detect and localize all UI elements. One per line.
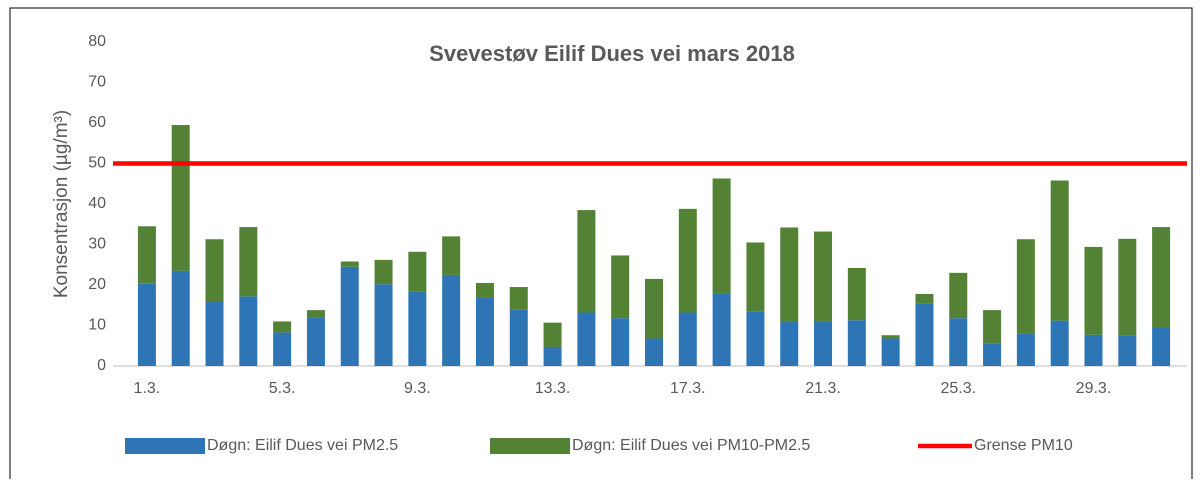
y-tick-label: 20 [88,276,106,293]
y-tick-label: 80 [88,33,106,50]
y-axis-label: Konsentrasjon (µg/m³) [51,110,72,298]
bar [1016,333,1035,366]
x-tick-label: 21.3. [805,380,841,397]
bar [408,251,427,292]
bar [611,318,630,366]
bar [1050,320,1069,366]
y-tick-label: 0 [97,357,106,374]
bar [712,293,731,366]
bar [915,293,934,304]
bar [746,311,765,366]
bar [273,332,292,366]
bar [780,227,799,322]
y-tick-label: 70 [88,74,106,91]
bar [915,303,934,366]
bar [442,236,461,275]
bar [340,266,359,366]
bar [1050,180,1069,321]
bar [1118,238,1137,336]
bar [205,302,224,366]
bar [1084,246,1103,335]
legend-swatch [125,438,205,454]
x-tick-label: 17.3. [670,380,706,397]
bar [814,321,833,366]
y-tick-label: 60 [88,114,106,131]
legend-swatch [490,438,570,454]
bar [543,322,562,347]
x-tick-label: 29.3. [1076,380,1112,397]
bar [239,227,258,297]
bar [678,208,697,313]
x-tick-label: 9.3. [404,380,431,397]
bar [273,321,292,333]
bar [949,318,968,366]
bar [678,312,697,366]
bar [780,321,799,366]
bar [543,346,562,366]
bar [171,125,190,271]
bar [137,226,156,284]
bar [239,296,258,366]
bar [814,231,833,322]
bar [475,282,494,298]
chart-title: Svevestøv Eilif Dues vei mars 2018 [429,41,795,66]
bar [712,178,731,294]
y-tick-label: 40 [88,195,106,212]
bar [983,343,1002,366]
bar [442,274,461,366]
bar [847,320,866,366]
bar [408,291,427,366]
bar [1152,227,1171,328]
bar [949,272,968,319]
x-tick-label: 1.3. [134,380,161,397]
bar [306,310,325,318]
legend-label: Døgn: Eilif Dues vei PM10-PM2.5 [572,437,810,454]
bar [1084,334,1103,366]
bar [1016,239,1035,334]
y-tick-label: 10 [88,317,106,334]
bar [881,338,900,366]
bar [137,283,156,366]
legend-label: Grense PM10 [974,437,1073,454]
bar [374,259,393,285]
bar [847,267,866,321]
bar [509,287,528,310]
bar [645,338,663,366]
bar [340,261,359,267]
bar [509,309,528,366]
bar [881,335,900,339]
legend-label: Døgn: Eilif Dues vei PM2.5 [207,437,398,454]
bar [306,317,325,366]
x-tick-label: 5.3. [269,380,296,397]
bar [577,210,596,313]
x-tick-label: 25.3. [940,380,976,397]
bar [1118,335,1137,366]
x-tick-label: 13.3. [535,380,571,397]
bar [983,310,1002,344]
bar [577,312,596,366]
bar [611,255,630,319]
y-tick-label: 50 [88,155,106,172]
bar [746,242,765,312]
bar [374,284,393,366]
bar [475,297,494,366]
bar [205,239,224,303]
bar [645,278,663,339]
bar [171,270,190,366]
bar [1152,327,1171,366]
y-tick-label: 30 [88,236,106,253]
